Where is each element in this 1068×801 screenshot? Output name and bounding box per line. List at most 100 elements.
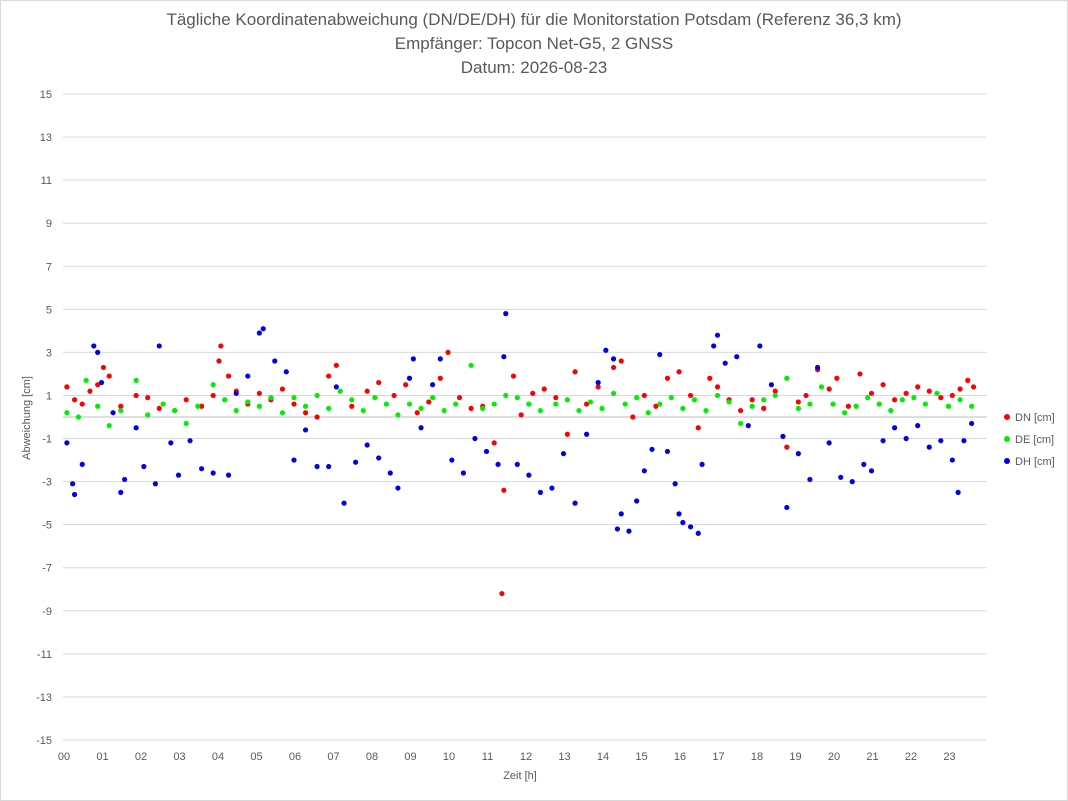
x-tick-label: 08 [366, 751, 378, 763]
data-point [156, 343, 162, 349]
data-point [572, 369, 578, 375]
data-point [949, 392, 955, 399]
data-point [364, 442, 370, 448]
data-point [133, 392, 139, 399]
data-point [302, 403, 309, 409]
data-point [926, 388, 932, 394]
series-de [64, 362, 975, 429]
data-point [87, 388, 93, 394]
x-tick-label: 23 [943, 751, 955, 763]
data-point [714, 384, 721, 390]
data-point [372, 395, 378, 401]
data-point [175, 472, 182, 478]
x-tick-label: 14 [597, 751, 609, 763]
data-point [283, 369, 289, 375]
data-point [926, 444, 932, 450]
y-tick-label: 3 [46, 347, 52, 359]
data-point [376, 455, 382, 461]
data-point [514, 395, 520, 401]
data-point [314, 392, 320, 399]
data-point [483, 448, 490, 455]
data-point [745, 423, 751, 429]
x-tick-label: 22 [905, 751, 917, 763]
data-point [649, 446, 655, 452]
data-point [291, 457, 297, 463]
data-point [695, 425, 701, 431]
data-point [630, 414, 636, 420]
data-point [795, 405, 801, 411]
y-tick-label: -15 [36, 735, 52, 747]
data-point [503, 311, 509, 317]
data-point [210, 392, 216, 399]
data-point [64, 410, 70, 416]
data-point [938, 438, 944, 444]
data-point [326, 373, 332, 379]
data-point [961, 438, 967, 444]
data-point [225, 472, 232, 478]
data-point [614, 526, 621, 532]
data-point [749, 397, 755, 403]
y-tick-label: 5 [46, 304, 52, 316]
data-point [915, 384, 921, 390]
data-point [75, 414, 81, 420]
data-point [418, 425, 424, 431]
data-point [491, 440, 497, 446]
data-point [955, 489, 961, 495]
data-point [803, 392, 809, 399]
data-point [526, 472, 532, 478]
data-point [595, 379, 601, 386]
y-axis-label: Abweichung [cm] [21, 376, 33, 460]
data-point [603, 347, 609, 353]
data-point [784, 504, 790, 511]
data-point [91, 343, 97, 349]
data-point [376, 379, 382, 386]
data-point [841, 410, 848, 416]
x-tick-label: 02 [135, 751, 147, 763]
chart-subtitle: Empfänger: Topcon Net-G5, 2 GNSS [394, 34, 674, 53]
data-point [699, 461, 705, 467]
data-point [64, 440, 70, 446]
data-point [79, 461, 85, 467]
data-point [499, 590, 505, 597]
y-tick-label: 1 [46, 390, 52, 402]
data-point [145, 412, 151, 418]
data-point [795, 399, 801, 405]
data-point [626, 528, 632, 534]
data-point [784, 444, 790, 450]
data-point [911, 395, 917, 401]
data-point [326, 463, 332, 470]
data-point [302, 427, 309, 433]
data-point [222, 397, 228, 403]
y-tick-label: 13 [40, 132, 52, 144]
data-point [141, 463, 147, 470]
data-point [260, 326, 266, 332]
data-point [610, 364, 617, 371]
y-tick-label: 11 [41, 175, 52, 187]
data-points [64, 311, 977, 597]
data-point [510, 373, 517, 379]
data-point [949, 457, 955, 463]
data-point [71, 491, 78, 498]
data-point [687, 392, 694, 399]
data-point [738, 420, 744, 427]
data-point [233, 390, 239, 396]
data-point [861, 461, 867, 467]
data-point [826, 440, 832, 446]
data-point [118, 403, 124, 409]
data-point [676, 369, 682, 375]
data-point [337, 388, 343, 394]
data-point [584, 401, 590, 407]
data-point [503, 392, 509, 399]
data-point [584, 431, 590, 437]
y-tick-label: -7 [42, 563, 52, 575]
data-point [680, 519, 686, 526]
data-point [795, 451, 801, 457]
data-point [387, 470, 393, 476]
data-point [314, 414, 320, 420]
x-tick-label: 12 [520, 751, 532, 763]
data-point [915, 423, 921, 429]
data-point [965, 377, 971, 383]
x-tick-label: 20 [828, 751, 840, 763]
data-point [888, 407, 894, 414]
data-point [70, 481, 76, 487]
